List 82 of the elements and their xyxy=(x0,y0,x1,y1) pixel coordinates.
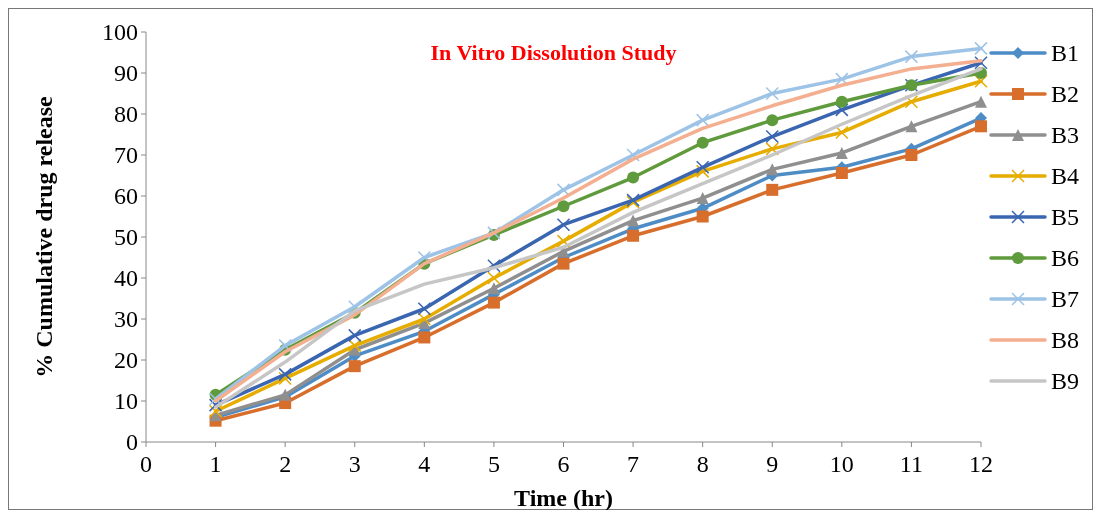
point xyxy=(766,183,779,196)
legend-label: B3 xyxy=(1051,122,1080,149)
point xyxy=(835,103,849,117)
x-tick-label: 9 xyxy=(766,451,779,477)
point xyxy=(278,338,292,353)
point xyxy=(417,312,432,326)
y-tick-label: 20 xyxy=(114,347,138,374)
legend-label: B9 xyxy=(1051,368,1080,395)
point xyxy=(557,200,570,213)
point xyxy=(556,183,571,197)
y-tick-label: 90 xyxy=(114,60,138,87)
point xyxy=(556,217,571,232)
point xyxy=(766,114,779,127)
legend-label: B5 xyxy=(1051,204,1080,231)
chart-title: In Vitro Dissolution Study xyxy=(430,40,677,65)
x-tick-label: 5 xyxy=(487,451,500,477)
x-tick-label: 1 xyxy=(209,451,222,477)
point xyxy=(278,371,292,386)
point xyxy=(696,210,709,223)
y-tick-label: 60 xyxy=(114,183,138,210)
y-tick-label: 40 xyxy=(114,265,138,292)
point xyxy=(974,74,988,88)
point xyxy=(696,136,709,149)
point xyxy=(835,95,848,108)
y-tick-label: 10 xyxy=(114,388,138,415)
y-tick-label: 30 xyxy=(114,306,138,333)
point xyxy=(627,171,640,184)
x-tick-label: 6 xyxy=(557,451,570,477)
point xyxy=(627,214,640,227)
legend-label: B1 xyxy=(1051,40,1080,67)
point xyxy=(557,257,570,270)
y-tick-label: 80 xyxy=(114,101,138,128)
point xyxy=(696,192,709,205)
y-tick-label: 50 xyxy=(114,224,138,251)
x-tick-label: 3 xyxy=(348,451,361,477)
point xyxy=(487,282,500,295)
point xyxy=(278,367,292,382)
point xyxy=(835,125,849,140)
x-tick-label: 4 xyxy=(418,451,431,477)
y-tick-label: 70 xyxy=(114,142,138,169)
point xyxy=(208,398,223,412)
point xyxy=(765,129,779,144)
point xyxy=(905,120,918,133)
point xyxy=(348,338,362,353)
point xyxy=(348,360,361,373)
point xyxy=(418,331,431,344)
x-tick-label: 10 xyxy=(829,451,854,477)
x-tick-label: 2 xyxy=(279,451,292,477)
point xyxy=(695,160,710,175)
legend-label: B2 xyxy=(1051,81,1080,108)
point xyxy=(905,149,918,161)
point xyxy=(904,94,919,109)
point xyxy=(487,258,501,273)
legend-label: B8 xyxy=(1051,327,1080,354)
point xyxy=(974,56,988,70)
y-tick-label: 0 xyxy=(126,429,138,456)
y-tick-label: 100 xyxy=(102,19,138,46)
point xyxy=(975,120,987,133)
x-tick-label: 8 xyxy=(696,451,709,477)
point xyxy=(487,271,501,285)
point xyxy=(627,229,640,242)
y-axis-title: % Cumulative drug release xyxy=(31,95,57,378)
point xyxy=(835,146,848,159)
point xyxy=(348,328,362,343)
point xyxy=(417,302,432,316)
legend-label: B4 xyxy=(1051,163,1080,190)
point xyxy=(487,296,500,309)
legend-label: B6 xyxy=(1051,245,1080,272)
point xyxy=(974,41,988,56)
x-tick-label: 7 xyxy=(627,451,640,477)
point xyxy=(835,167,848,180)
point xyxy=(766,163,779,176)
x-tick-label: 12 xyxy=(969,451,993,477)
point xyxy=(695,113,710,127)
x-tick-label: 11 xyxy=(899,451,923,477)
legend-label: B7 xyxy=(1051,286,1080,313)
point xyxy=(695,164,710,179)
point xyxy=(904,49,919,64)
point xyxy=(765,86,779,101)
point xyxy=(975,95,987,108)
point xyxy=(208,392,223,406)
point xyxy=(208,404,223,418)
